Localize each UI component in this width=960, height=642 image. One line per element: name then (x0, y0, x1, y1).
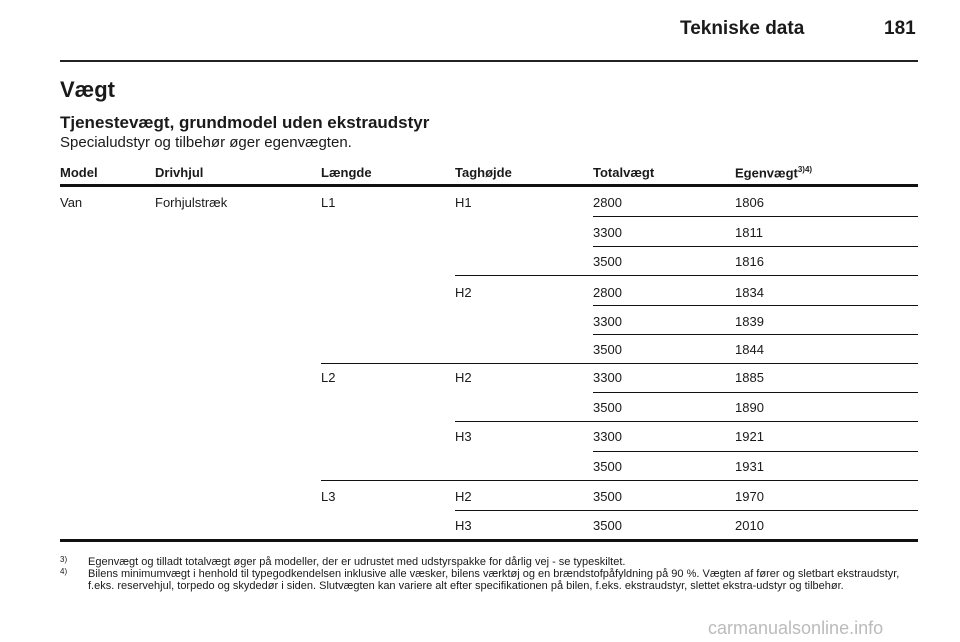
model-cell: Van (60, 195, 83, 210)
total-weight-cell: 3500 (593, 342, 622, 357)
curb-weight-cell: 1811 (735, 225, 763, 240)
curb-weight-cell: 1806 (735, 195, 764, 210)
total-weight-cell: 3500 (593, 459, 622, 474)
height-cell: H2 (455, 489, 472, 504)
row-rule (593, 392, 918, 393)
total-weight-cell: 2800 (593, 285, 622, 300)
height-cell: H3 (455, 518, 472, 533)
col-header-curb-weight: Egenvægt3)4) (735, 165, 812, 180)
curb-weight-cell: 1885 (735, 370, 764, 385)
row-rule (455, 510, 918, 511)
drive-cell: Forhjulstræk (155, 195, 228, 210)
footnote-text: Bilens minimumvægt i henhold til typegod… (88, 568, 900, 592)
total-weight-cell: 3300 (593, 225, 622, 240)
total-weight-cell: 3500 (593, 489, 622, 504)
col-header-total-weight: Totalvægt (593, 165, 655, 180)
row-rule (455, 421, 918, 422)
total-weight-cell: 3300 (593, 370, 622, 385)
watermark: carmanualsonline.info (708, 618, 884, 638)
curb-weight-cell: 1970 (735, 489, 764, 504)
height-cell: H2 (455, 285, 472, 300)
total-weight-cell: 3500 (593, 400, 622, 415)
total-weight-cell: 3300 (593, 314, 622, 329)
curb-weight-cell: 2010 (735, 518, 764, 533)
header-rule (60, 60, 918, 62)
height-cell: H1 (455, 195, 472, 210)
col-header-drive: Drivhjul (155, 165, 204, 180)
length-cell: L1 (321, 195, 336, 210)
length-cell: L2 (321, 370, 336, 385)
page-number: 181 (884, 18, 916, 39)
section-description: Specialudstyr og tilbehør øger egenvægte… (60, 134, 352, 151)
curb-weight-label: Egenvægt (735, 165, 798, 181)
col-header-length: Længde (321, 165, 372, 180)
footnotes: 3) Egenvægt og tilladt totalvægt øger på… (60, 555, 920, 592)
subsection-title: Tjenestevægt, grundmodel uden ekstraudst… (60, 113, 430, 132)
table-header-rule (60, 184, 918, 187)
curb-weight-cell: 1921 (735, 429, 764, 444)
row-rule (593, 334, 918, 335)
height-cell: H2 (455, 370, 472, 385)
curb-weight-cell: 1844 (735, 342, 764, 357)
row-rule (321, 480, 918, 481)
curb-weight-cell: 1931 (735, 459, 764, 474)
footnote-ref: 3)4) (797, 165, 813, 174)
page-header-title: Tekniske data (680, 18, 805, 39)
section-title: Vægt (60, 77, 115, 102)
row-rule (321, 363, 918, 364)
table-bottom-rule (60, 539, 918, 542)
row-rule (593, 216, 918, 217)
row-rule (455, 275, 918, 276)
col-header-model: Model (60, 165, 98, 180)
footnote-mark: 4) (60, 567, 68, 576)
total-weight-cell: 2800 (593, 195, 622, 210)
footnote-mark: 3) (60, 555, 68, 564)
total-weight-cell: 3500 (593, 254, 622, 269)
curb-weight-cell: 1834 (735, 285, 764, 300)
footnote: 3) Egenvægt og tilladt totalvægt øger på… (60, 555, 920, 568)
total-weight-cell: 3500 (593, 518, 622, 533)
row-rule (593, 305, 918, 306)
curb-weight-cell: 1890 (735, 400, 764, 415)
row-rule (593, 246, 918, 247)
curb-weight-cell: 1816 (735, 254, 764, 269)
footnote-text: Egenvægt og tilladt totalvægt øger på mo… (88, 556, 626, 568)
total-weight-cell: 3300 (593, 429, 622, 444)
height-cell: H3 (455, 429, 472, 444)
row-rule (593, 451, 918, 452)
footnote: 4) Bilens minimumvægt i henhold til type… (60, 567, 920, 592)
col-header-roof-height: Taghøjde (455, 165, 512, 180)
length-cell: L3 (321, 489, 336, 504)
curb-weight-cell: 1839 (735, 314, 764, 329)
